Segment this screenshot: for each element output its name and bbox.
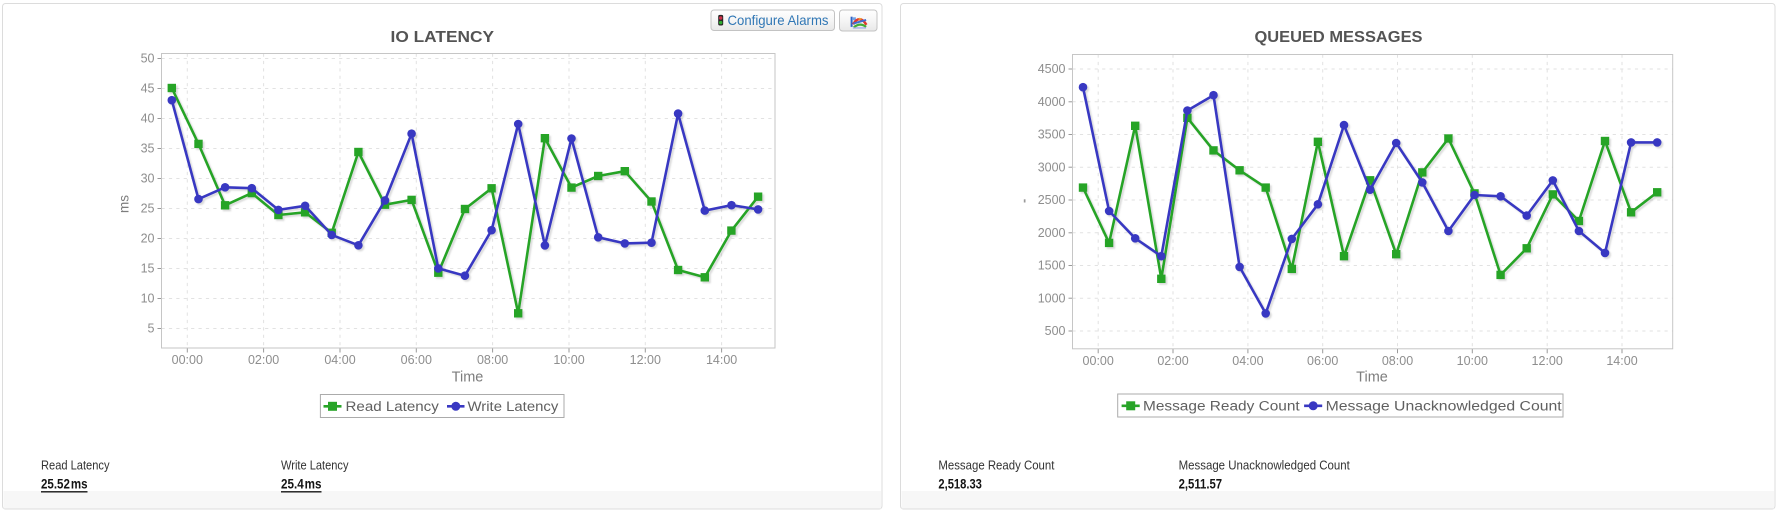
svg-text:06:00: 06:00 (401, 353, 432, 367)
svg-text:Message Ready Count: Message Ready Count (1143, 399, 1300, 414)
svg-text:45: 45 (141, 82, 155, 96)
svg-text:Message Unacknowledged Count: Message Unacknowledged Count (1179, 458, 1351, 473)
svg-text:Read Latency: Read Latency (346, 399, 440, 414)
svg-text:06:00: 06:00 (1307, 354, 1338, 368)
svg-text:Time: Time (1356, 370, 1388, 386)
svg-text:12:00: 12:00 (630, 353, 661, 367)
svg-text:04:00: 04:00 (324, 353, 355, 367)
svg-text:4000: 4000 (1038, 95, 1066, 109)
svg-text:14:00: 14:00 (706, 353, 737, 367)
svg-text:20: 20 (141, 232, 155, 246)
svg-text:08:00: 08:00 (1382, 354, 1413, 368)
svg-text:50: 50 (141, 52, 155, 66)
svg-text:Message Unacknowledged Count: Message Unacknowledged Count (1326, 399, 1562, 414)
svg-text:2500: 2500 (1038, 193, 1066, 207)
svg-text:15: 15 (141, 262, 155, 276)
svg-text:IO LATENCY: IO LATENCY (391, 29, 495, 46)
svg-text:Write Latency: Write Latency (281, 458, 349, 473)
svg-text:14:00: 14:00 (1606, 354, 1637, 368)
svg-text:ms: ms (117, 195, 132, 213)
svg-text:35: 35 (141, 142, 155, 156)
svg-text:00:00: 00:00 (1083, 354, 1114, 368)
svg-text:Write Latency: Write Latency (468, 399, 559, 414)
svg-text:10:00: 10:00 (1457, 354, 1488, 368)
svg-text:3500: 3500 (1038, 128, 1066, 142)
svg-text:00:00: 00:00 (172, 353, 203, 367)
svg-text:12:00: 12:00 (1532, 354, 1563, 368)
svg-text:1500: 1500 (1038, 259, 1066, 273)
svg-text:25: 25 (141, 202, 155, 216)
svg-text:40: 40 (141, 112, 155, 126)
svg-text:500: 500 (1045, 324, 1066, 338)
svg-text:08:00: 08:00 (477, 353, 508, 367)
svg-text:3000: 3000 (1038, 160, 1066, 174)
svg-text:5: 5 (148, 322, 155, 336)
svg-text:02:00: 02:00 (1157, 354, 1188, 368)
svg-text:2000: 2000 (1038, 226, 1066, 240)
svg-text:Time: Time (452, 370, 484, 386)
svg-text:25.52 ms: 25.52 ms (41, 477, 88, 492)
svg-text:10: 10 (141, 292, 155, 306)
svg-text:Message Ready Count: Message Ready Count (938, 458, 1054, 473)
svg-text:10:00: 10:00 (553, 353, 584, 367)
svg-text:04:00: 04:00 (1232, 354, 1263, 368)
svg-text:QUEUED MESSAGES: QUEUED MESSAGES (1255, 29, 1423, 46)
svg-text:2,511.57: 2,511.57 (1179, 477, 1223, 492)
svg-text:30: 30 (141, 172, 155, 186)
svg-text:2,518.33: 2,518.33 (938, 477, 982, 492)
svg-text:02:00: 02:00 (248, 353, 279, 367)
svg-text:4500: 4500 (1038, 62, 1066, 76)
svg-text:Configure Alarms: Configure Alarms (728, 13, 829, 28)
svg-text:Read Latency: Read Latency (41, 458, 110, 473)
svg-text:25.4 ms: 25.4 ms (281, 477, 322, 492)
svg-text:1000: 1000 (1038, 291, 1066, 305)
